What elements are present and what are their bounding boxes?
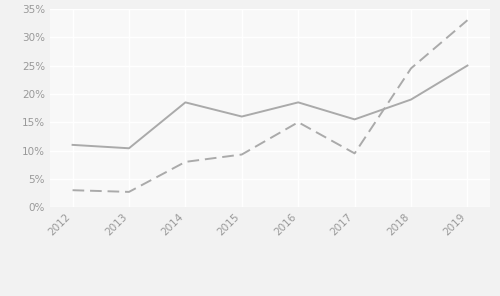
Political Parties	[182, 101, 188, 104]
Political Parties	[70, 143, 75, 147]
Non-party actors	[295, 120, 301, 124]
Non-party actors	[70, 189, 75, 192]
Line: Political Parties: Political Parties	[72, 65, 468, 148]
Political Parties	[464, 64, 470, 67]
Non-party actors	[239, 153, 245, 156]
Non-party actors	[182, 160, 188, 164]
Non-party actors	[408, 67, 414, 70]
Political Parties	[352, 118, 358, 121]
Line: Non-party actors: Non-party actors	[72, 20, 468, 192]
Non-party actors	[126, 190, 132, 194]
Non-party actors	[464, 18, 470, 22]
Political Parties	[239, 115, 245, 118]
Non-party actors	[352, 152, 358, 155]
Political Parties	[408, 98, 414, 101]
Political Parties	[295, 101, 301, 104]
Political Parties	[126, 147, 132, 150]
